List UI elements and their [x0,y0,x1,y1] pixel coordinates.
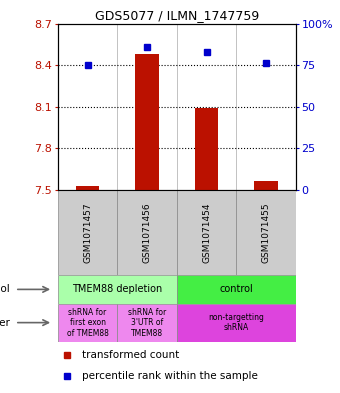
Bar [58,190,117,275]
Bar [58,275,177,304]
Bar [135,54,159,190]
Bar [177,275,296,304]
Text: shRNA for
3'UTR of
TMEM88: shRNA for 3'UTR of TMEM88 [128,308,166,338]
Bar [195,108,219,190]
Title: GDS5077 / ILMN_1747759: GDS5077 / ILMN_1747759 [95,9,259,22]
Text: transformed count: transformed count [82,350,179,360]
Text: shRNA for
first exon
of TMEM88: shRNA for first exon of TMEM88 [67,308,108,338]
Text: non-targetting
shRNA: non-targetting shRNA [208,313,264,332]
Text: GSM1071456: GSM1071456 [142,202,152,263]
Text: GSM1071455: GSM1071455 [261,202,271,263]
Text: other: other [0,318,10,328]
Bar [117,304,177,342]
Text: protocol: protocol [0,285,10,294]
Bar [177,304,296,342]
Text: control: control [219,285,253,294]
Bar [236,190,296,275]
Bar [58,304,117,342]
Text: percentile rank within the sample: percentile rank within the sample [82,371,257,381]
Bar [117,190,177,275]
Bar [75,185,99,190]
Bar [177,190,236,275]
Text: GSM1071457: GSM1071457 [83,202,92,263]
Bar [254,182,278,190]
Text: TMEM88 depletion: TMEM88 depletion [72,285,163,294]
Text: GSM1071454: GSM1071454 [202,202,211,263]
